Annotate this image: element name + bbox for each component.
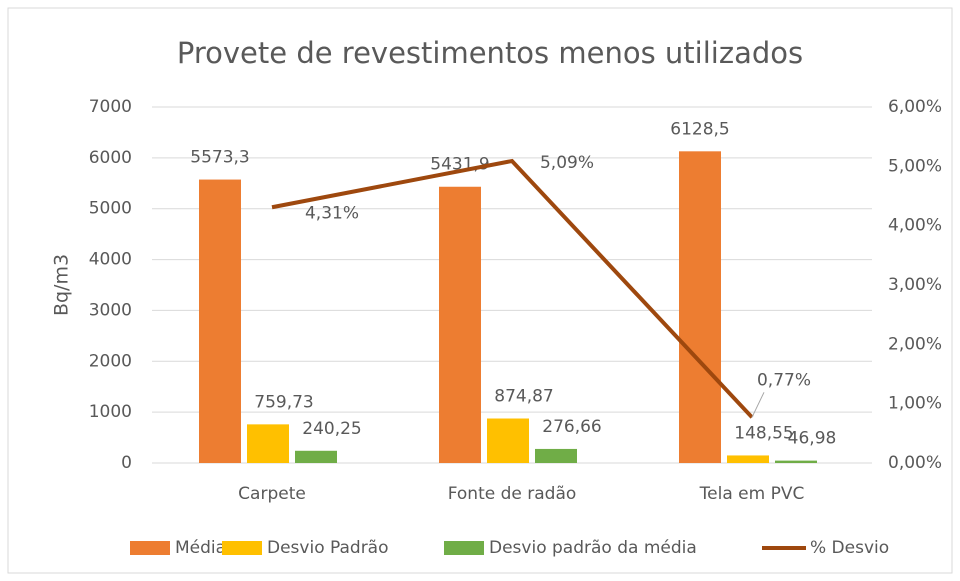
legend-label: Média xyxy=(175,538,226,558)
bar xyxy=(247,424,289,463)
chart-title: Provete de revestimentos menos utilizado… xyxy=(177,36,803,70)
bar xyxy=(295,450,337,463)
legend-swatch xyxy=(130,541,170,555)
bar xyxy=(439,186,481,463)
y-tick-label: 6000 xyxy=(89,148,132,168)
data-label: 0,77% xyxy=(757,370,811,390)
legend-label: % Desvio xyxy=(810,538,889,558)
data-label: 240,25 xyxy=(302,419,361,439)
data-label: 874,87 xyxy=(494,387,553,407)
data-label: 276,66 xyxy=(542,417,601,437)
y2-tick-label: 4,00% xyxy=(888,216,942,236)
bar xyxy=(487,418,529,463)
legend-label: Desvio Padrão xyxy=(267,538,389,558)
y-tick-label: 1000 xyxy=(89,402,132,422)
bar xyxy=(727,455,769,463)
data-label: 6128,5 xyxy=(670,119,729,139)
legend-swatch xyxy=(444,541,484,555)
x-tick-label: Fonte de radão xyxy=(448,484,577,504)
data-label: 46,98 xyxy=(788,429,837,449)
x-tick-label: Tela em PVC xyxy=(699,484,805,504)
data-label: 759,73 xyxy=(254,392,313,412)
data-label: 148,55 xyxy=(734,423,793,443)
legend-label: Desvio padrão da média xyxy=(489,538,697,558)
bar xyxy=(775,460,817,463)
y2-tick-label: 6,00% xyxy=(888,97,942,117)
x-tick-label: Carpete xyxy=(238,484,306,504)
bar xyxy=(679,151,721,463)
data-label: 4,31% xyxy=(305,203,359,223)
y-tick-label: 0 xyxy=(121,453,132,473)
bar xyxy=(199,179,241,463)
y-tick-label: 3000 xyxy=(89,300,132,320)
y2-tick-label: 1,00% xyxy=(888,394,942,414)
y-tick-label: 7000 xyxy=(89,97,132,117)
leader-line xyxy=(751,392,765,418)
bar xyxy=(535,448,577,463)
y2-tick-label: 2,00% xyxy=(888,334,942,354)
y2-tick-label: 0,00% xyxy=(888,453,942,473)
legend-swatch xyxy=(222,541,262,555)
data-label: 5573,3 xyxy=(190,148,249,168)
y-tick-label: 2000 xyxy=(89,351,132,371)
y-tick-label: 4000 xyxy=(89,250,132,270)
y2-tick-label: 5,00% xyxy=(888,156,942,176)
y-axis-label: Bq/m3 xyxy=(51,254,73,316)
y-tick-label: 5000 xyxy=(89,199,132,219)
y2-tick-label: 3,00% xyxy=(888,275,942,295)
data-label: 5,09% xyxy=(540,153,594,173)
line-series xyxy=(271,158,754,419)
